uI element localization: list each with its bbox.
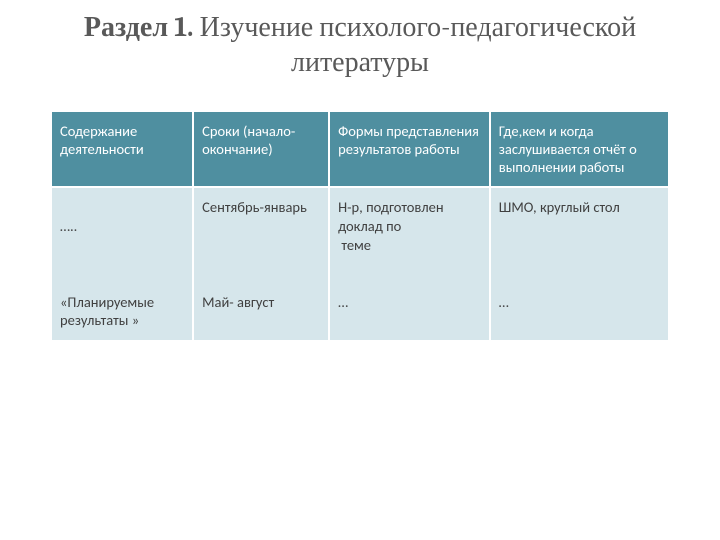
table-row: ….. «Планируемые результаты » Сентябрь-я…: [51, 187, 669, 341]
cell-text: ….. «Планируемые результаты »: [60, 217, 157, 329]
cell-text: Сентябрь-январь Май- август: [202, 198, 307, 310]
cell-0-2: Н-р, подготовлен доклад по теме …: [329, 187, 490, 341]
slide-container: Раздел 1. Изучение психолого-педагогичес…: [0, 0, 720, 540]
col-header-2: Формы представления результатов работы: [329, 111, 490, 187]
cell-text: Н-р, подготовлен доклад по теме …: [338, 198, 447, 310]
col-header-1: Сроки (начало-окончание): [193, 111, 329, 187]
col-header-text: Сроки (начало-окончание): [202, 122, 295, 158]
cell-0-1: Сентябрь-январь Май- август: [193, 187, 329, 341]
table-wrapper: Содержание деятельности Сроки (начало-ок…: [50, 110, 670, 342]
col-header-text: Формы представления результатов работы: [338, 122, 482, 158]
content-table: Содержание деятельности Сроки (начало-ок…: [50, 110, 670, 342]
cell-0-0: ….. «Планируемые результаты »: [51, 187, 193, 341]
table-header-row: Содержание деятельности Сроки (начало-ок…: [51, 111, 669, 187]
title-rest: Изучение психолого-педагогической литера…: [193, 11, 636, 78]
cell-0-3: ШМО, круглый стол …: [490, 187, 669, 341]
col-header-text: Содержание деятельности: [60, 122, 144, 158]
title-section: Раздел 1.: [84, 11, 194, 43]
col-header-3: Где,кем и когда заслушивается отчёт о вы…: [490, 111, 669, 187]
col-header-text: Где,кем и когда заслушивается отчёт о вы…: [499, 122, 640, 176]
page-title: Раздел 1. Изучение психолого-педагогичес…: [60, 10, 660, 80]
cell-text: ШМО, круглый стол …: [499, 198, 620, 310]
col-header-0: Содержание деятельности: [51, 111, 193, 187]
